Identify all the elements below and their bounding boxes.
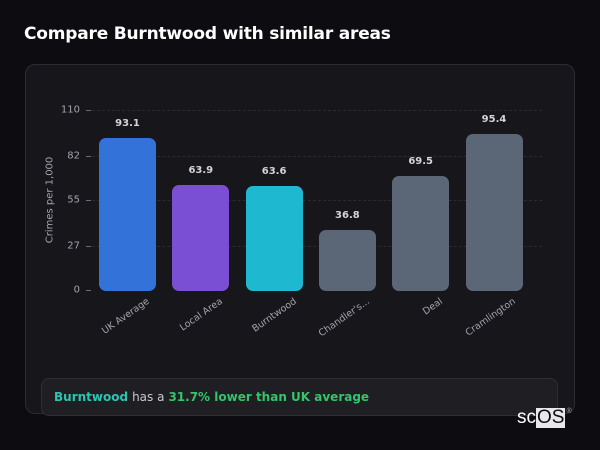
y-tick-mark	[86, 290, 91, 291]
logo-text-sc: sc	[517, 407, 536, 428]
page-title: Compare Burntwood with similar areas	[24, 24, 391, 44]
gridline	[92, 110, 542, 111]
bar[interactable]	[465, 133, 523, 291]
bar-value-label: 63.9	[188, 165, 214, 177]
gridline	[92, 155, 542, 157]
bar[interactable]	[318, 229, 376, 291]
bar[interactable]	[392, 176, 450, 291]
y-tick-mark	[86, 200, 91, 201]
bar-value-label: 95.4	[481, 113, 507, 125]
summary-banner: Burntwood has a 31.7% lower than UK aver…	[41, 378, 558, 416]
summary-connector: has a	[132, 390, 165, 404]
y-tick-label: 110	[60, 104, 80, 116]
summary-stat: 31.7% lower than UK average	[168, 390, 370, 404]
y-tick-label: 0	[73, 284, 80, 296]
y-tick-mark	[86, 110, 91, 111]
y-tick-mark	[86, 155, 91, 157]
bar[interactable]	[172, 185, 230, 291]
gridline	[92, 245, 542, 247]
bar[interactable]	[245, 185, 303, 291]
y-tick-label: 82	[67, 150, 80, 162]
bar[interactable]	[99, 137, 156, 291]
bar-value-label: 93.1	[115, 117, 140, 129]
registered-icon: ®	[566, 408, 572, 415]
bar-value-label: 63.6	[261, 165, 287, 177]
logo-text-os: OS	[536, 407, 566, 428]
y-tick-label: 55	[67, 194, 80, 206]
scos-logo: sc OS ®	[517, 408, 572, 428]
bar-value-label: 69.5	[408, 156, 434, 168]
bar-value-label: 36.8	[335, 209, 360, 221]
y-tick-mark	[86, 245, 91, 247]
summary-area-name: Burntwood	[54, 390, 129, 404]
y-tick-label: 27	[67, 240, 80, 252]
gridline	[92, 200, 542, 201]
